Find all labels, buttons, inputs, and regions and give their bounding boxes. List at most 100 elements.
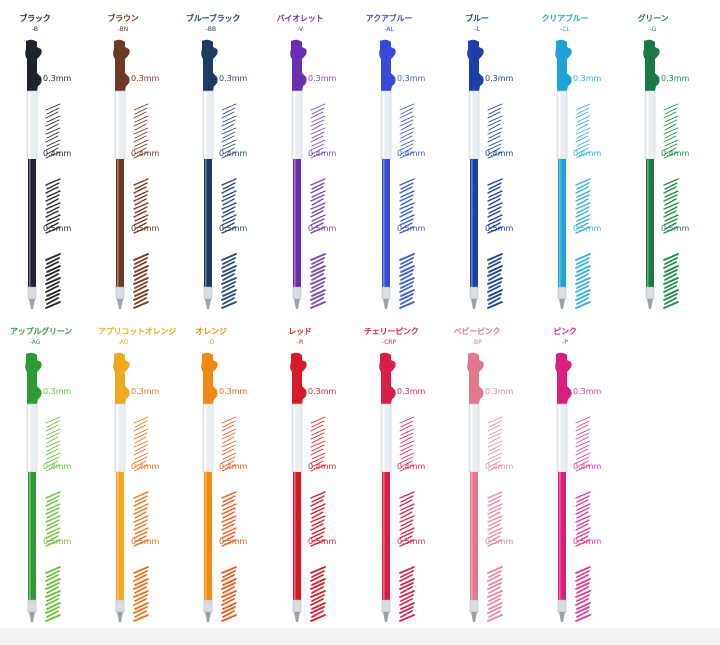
tip-size-label: 0.3mm — [219, 74, 248, 83]
ink-swatch-14-0 — [575, 416, 591, 472]
refill-ink-tube-0 — [28, 159, 36, 287]
tip-size-label: 0.5mm — [485, 537, 514, 546]
refill-color-code: -B — [31, 26, 39, 33]
refill-illustration — [25, 39, 61, 309]
refill-color-code: -G — [649, 26, 657, 33]
ink-swatch-4-0 — [399, 103, 415, 159]
refill-ink-shine-11 — [294, 472, 296, 600]
refill-illustration — [290, 39, 326, 309]
refill-color-code: -AO — [117, 339, 129, 346]
refill-clip-7 — [643, 39, 660, 91]
ink-scribble-2-0 — [221, 103, 237, 159]
ink-swatch-9-0 — [133, 416, 149, 472]
ink-scribble-5-2 — [487, 253, 503, 309]
tip-size-label: 0.3mm — [397, 74, 426, 83]
ink-swatch-9-2 — [133, 566, 149, 622]
ink-scribble-0-2 — [45, 253, 61, 309]
ink-scribble-3-1 — [310, 178, 326, 234]
ink-scribble-5-0 — [487, 103, 503, 159]
refill-clip-10 — [201, 352, 218, 404]
ink-swatch-10-1 — [221, 491, 237, 547]
tip-size-label: 0.4mm — [43, 149, 72, 158]
ink-scribble-9-1 — [133, 491, 149, 547]
ink-swatch-5-1 — [487, 178, 503, 234]
ink-swatch-5-2 — [487, 253, 503, 309]
refill-highlight-13 — [470, 405, 473, 471]
refill-clip-14 — [555, 352, 572, 404]
refill-illustration — [379, 352, 415, 622]
refill-ink-tube-7 — [646, 159, 654, 287]
refill-ink-tube-11 — [293, 472, 301, 600]
tip-size-label: 0.3mm — [131, 74, 160, 83]
refill-tip-0 — [29, 299, 35, 309]
refill-illustration — [467, 352, 503, 622]
refill-illustration — [290, 352, 326, 622]
tip-size-label: 0.4mm — [308, 462, 337, 471]
refill-ink-shine-7 — [647, 159, 649, 287]
refill-highlight-14 — [558, 405, 561, 471]
ink-swatch-1-1 — [133, 178, 149, 234]
refill-tip-holder-14 — [557, 599, 567, 613]
ink-swatch-5-0 — [487, 103, 503, 159]
ink-scribble-13-2 — [487, 566, 503, 622]
refill-ink-shine-9 — [117, 472, 119, 600]
ink-scribble-13-0 — [487, 416, 503, 472]
refill-illustration — [201, 352, 237, 622]
refill-clip-1 — [113, 39, 130, 91]
ink-scribble-4-2 — [399, 253, 415, 309]
ink-swatch-13-2 — [487, 566, 503, 622]
tip-size-label: 0.3mm — [308, 74, 337, 83]
ink-scribble-8-1 — [45, 491, 61, 547]
refill-tip-holder-6 — [557, 286, 567, 300]
tip-size-label: 0.4mm — [661, 149, 690, 158]
ink-swatch-0-1 — [45, 178, 61, 234]
ink-swatch-10-2 — [221, 566, 237, 622]
ink-swatch-9-1 — [133, 491, 149, 547]
tip-size-label: 0.5mm — [308, 537, 337, 546]
tip-size-label: 0.4mm — [219, 462, 248, 471]
tip-size-label: 0.5mm — [219, 224, 248, 233]
refill-clip-4 — [379, 39, 396, 91]
refill-ink-tube-10 — [204, 472, 212, 600]
refill-item: ブルー -L 0.3mm 0.4mm 0.5mm — [452, 14, 522, 314]
refill-clip-2 — [201, 39, 218, 91]
ink-swatch-4-1 — [399, 178, 415, 234]
ink-scribble-7-0 — [663, 103, 679, 159]
footer-band — [0, 628, 720, 645]
tip-size-label: 0.4mm — [308, 149, 337, 158]
refill-tip-14 — [559, 612, 565, 622]
refill-highlight-8 — [28, 405, 31, 471]
refill-color-code: -BB — [205, 26, 217, 33]
ink-scribble-14-2 — [575, 566, 591, 622]
ink-scribble-6-1 — [575, 178, 591, 234]
refill-ink-shine-3 — [294, 159, 296, 287]
refill-tip-holder-4 — [381, 286, 391, 300]
ink-scribble-8-0 — [45, 416, 61, 472]
refill-clip-13 — [467, 352, 484, 404]
ink-swatch-3-1 — [310, 178, 326, 234]
ink-scribble-3-0 — [310, 103, 326, 159]
refill-illustration — [555, 352, 591, 622]
tip-size-label: 0.5mm — [485, 224, 514, 233]
tip-size-label: 0.4mm — [397, 149, 426, 158]
tip-size-label: 0.3mm — [43, 74, 72, 83]
refill-tip-holder-13 — [469, 599, 479, 613]
tip-size-label: 0.4mm — [573, 462, 602, 471]
ink-scribble-1-1 — [133, 178, 149, 234]
ink-swatch-6-1 — [575, 178, 591, 234]
refill-highlight-6 — [558, 92, 561, 158]
ink-scribble-12-2 — [399, 566, 415, 622]
ink-scribble-7-1 — [663, 178, 679, 234]
tip-size-label: 0.5mm — [573, 537, 602, 546]
ink-swatch-0-0 — [45, 103, 61, 159]
tip-size-label: 0.5mm — [43, 537, 72, 546]
tip-size-label: 0.5mm — [397, 224, 426, 233]
refill-item: アップルグリーン -AG 0.3mm 0.4mm 0.5mm — [10, 327, 80, 627]
ink-scribble-14-0 — [575, 416, 591, 472]
refill-clip-6 — [555, 39, 572, 91]
tip-size-label: 0.3mm — [397, 387, 426, 396]
refill-color-code: -AG — [29, 339, 41, 346]
refill-tip-holder-1 — [115, 286, 125, 300]
refill-color-name: ブラック — [19, 14, 51, 23]
refill-color-name: ブラウン — [107, 14, 139, 23]
